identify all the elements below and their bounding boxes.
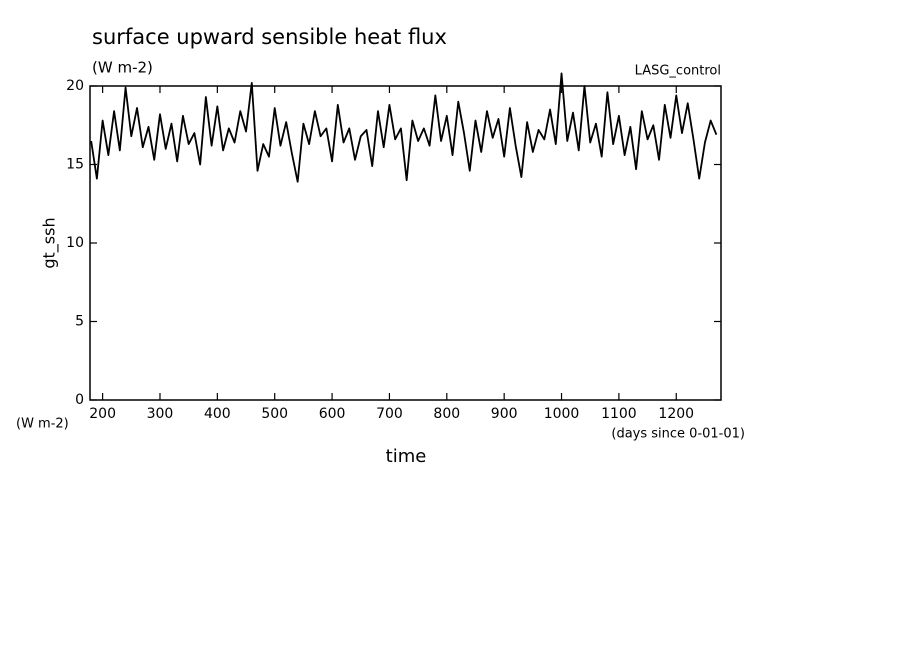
x-tick-label: 800 [433,406,460,422]
x-tick-label: 300 [147,406,174,422]
x-tick-label: 200 [89,406,116,422]
annotation: LASG_control [635,64,721,79]
x-tick-label: 900 [491,406,518,422]
y-axis-label: gt_ssh [40,217,60,268]
y-tick-label: 15 [66,157,84,173]
x-tick-label: 1000 [544,406,580,422]
y-tick-label: 0 [75,392,84,408]
x-axis-label: time [386,446,427,467]
x-tick-label: 500 [261,406,288,422]
y-tick-label: 10 [66,235,84,251]
y-tick-label: 20 [66,78,84,94]
chart-title: surface upward sensible heat flux [92,25,447,49]
x-tick-label: 1200 [658,406,694,422]
x-tick-label: 400 [204,406,231,422]
y-tick-label: 5 [75,314,84,330]
x-tick-label: 1100 [601,406,637,422]
plot-frame [89,85,722,401]
x-tick-label: 700 [376,406,403,422]
x-units: (days since 0-01-01) [611,427,745,442]
x-tick-label: 600 [319,406,346,422]
data-line [90,72,718,183]
y-units: (W m-2) [16,417,69,432]
chart-subtitle: (W m-2) [92,59,153,77]
